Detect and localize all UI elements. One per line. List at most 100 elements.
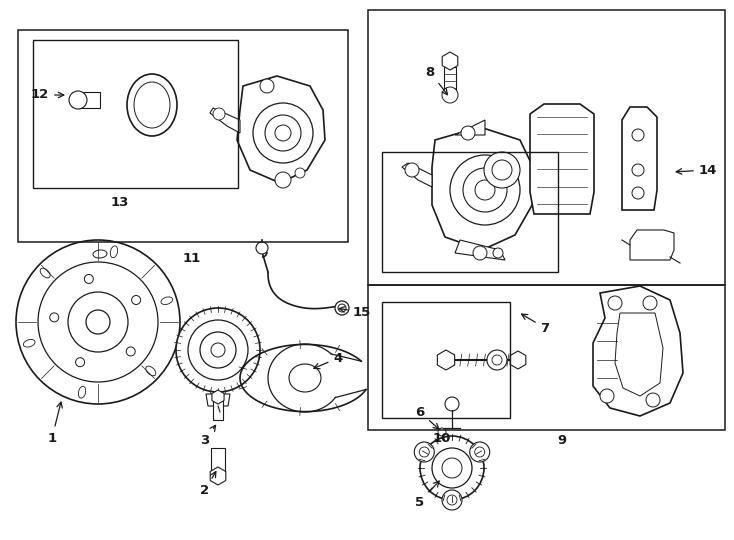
Text: 14: 14 — [676, 164, 717, 177]
Polygon shape — [402, 163, 432, 187]
Circle shape — [76, 357, 84, 367]
Text: 1: 1 — [48, 402, 62, 444]
Circle shape — [84, 274, 93, 284]
Circle shape — [608, 296, 622, 310]
Text: 3: 3 — [200, 426, 216, 447]
Circle shape — [419, 447, 429, 457]
Circle shape — [68, 292, 128, 352]
Circle shape — [260, 79, 274, 93]
Circle shape — [211, 343, 225, 357]
Circle shape — [492, 355, 502, 365]
Circle shape — [632, 164, 644, 176]
Ellipse shape — [110, 246, 117, 258]
Circle shape — [473, 246, 487, 260]
Circle shape — [632, 129, 644, 141]
Circle shape — [450, 155, 520, 225]
Circle shape — [16, 240, 180, 404]
Ellipse shape — [146, 366, 156, 376]
Circle shape — [131, 295, 141, 305]
Polygon shape — [210, 108, 240, 133]
Circle shape — [484, 152, 520, 188]
Polygon shape — [211, 448, 225, 472]
Ellipse shape — [161, 297, 172, 305]
Circle shape — [461, 126, 475, 140]
Text: 5: 5 — [415, 481, 439, 509]
Circle shape — [470, 442, 490, 462]
Circle shape — [442, 87, 458, 103]
Ellipse shape — [79, 386, 86, 398]
Circle shape — [295, 168, 305, 178]
Text: 7: 7 — [522, 314, 550, 334]
Circle shape — [275, 125, 291, 141]
Circle shape — [188, 320, 248, 380]
Polygon shape — [432, 127, 535, 250]
Polygon shape — [455, 240, 505, 260]
Circle shape — [256, 242, 268, 254]
Circle shape — [442, 490, 462, 510]
Polygon shape — [630, 230, 674, 260]
Circle shape — [447, 495, 457, 505]
Circle shape — [176, 308, 260, 392]
Circle shape — [253, 103, 313, 163]
Circle shape — [463, 168, 507, 212]
Text: 6: 6 — [415, 406, 439, 429]
Text: 12: 12 — [31, 89, 64, 102]
Circle shape — [265, 115, 301, 151]
Polygon shape — [593, 286, 683, 416]
Circle shape — [200, 332, 236, 368]
Bar — [382, 302, 510, 418]
Circle shape — [475, 180, 495, 200]
Circle shape — [335, 301, 349, 315]
Circle shape — [646, 393, 660, 407]
Circle shape — [420, 436, 484, 500]
Polygon shape — [530, 104, 594, 214]
Text: 4: 4 — [314, 352, 343, 369]
Circle shape — [275, 172, 291, 188]
Circle shape — [492, 160, 512, 180]
Polygon shape — [237, 76, 325, 183]
Polygon shape — [622, 107, 657, 210]
Ellipse shape — [93, 250, 107, 258]
Circle shape — [632, 187, 644, 199]
Circle shape — [487, 350, 507, 370]
Ellipse shape — [23, 340, 35, 347]
Text: 13: 13 — [111, 195, 129, 208]
Polygon shape — [213, 400, 223, 420]
Bar — [33, 40, 238, 188]
Circle shape — [643, 296, 657, 310]
Bar — [368, 285, 725, 430]
Bar — [18, 30, 348, 242]
Circle shape — [126, 347, 135, 356]
Ellipse shape — [127, 74, 177, 136]
Text: 8: 8 — [426, 65, 448, 94]
Circle shape — [600, 389, 614, 403]
Text: 15: 15 — [339, 306, 371, 319]
Text: 2: 2 — [200, 471, 216, 496]
Bar — [368, 10, 725, 285]
Circle shape — [475, 447, 484, 457]
Ellipse shape — [134, 82, 170, 128]
Circle shape — [50, 313, 59, 322]
Polygon shape — [78, 92, 100, 108]
Circle shape — [445, 397, 459, 411]
Circle shape — [493, 248, 503, 258]
Ellipse shape — [289, 364, 321, 392]
Circle shape — [414, 442, 435, 462]
Bar — [382, 152, 558, 272]
Text: 10: 10 — [433, 431, 451, 444]
Circle shape — [86, 310, 110, 334]
Circle shape — [438, 428, 446, 436]
Text: 11: 11 — [183, 252, 201, 265]
Circle shape — [213, 108, 225, 120]
Polygon shape — [444, 67, 456, 95]
Polygon shape — [615, 313, 663, 396]
Text: 9: 9 — [557, 434, 567, 447]
Polygon shape — [455, 120, 485, 135]
Circle shape — [69, 91, 87, 109]
Polygon shape — [206, 394, 230, 406]
Circle shape — [442, 458, 462, 478]
Circle shape — [38, 262, 158, 382]
Ellipse shape — [40, 268, 50, 278]
Circle shape — [338, 304, 346, 312]
Circle shape — [405, 163, 419, 177]
